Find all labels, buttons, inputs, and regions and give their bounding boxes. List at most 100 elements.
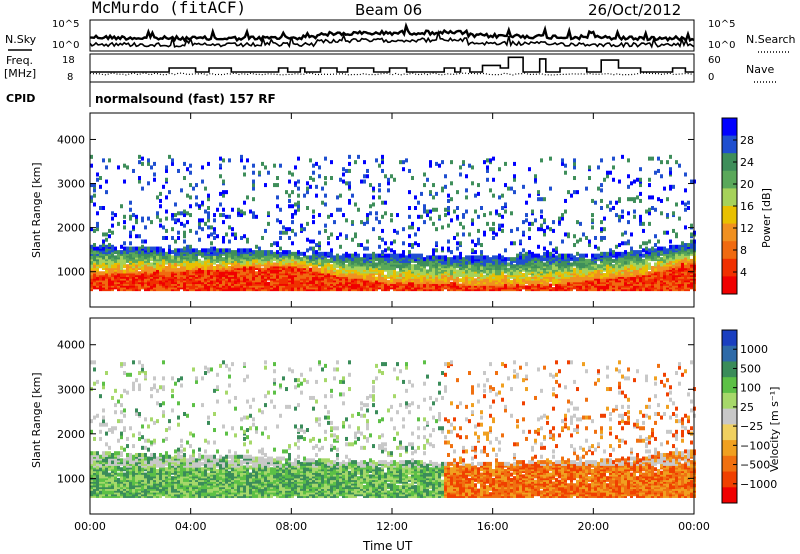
power-cell — [102, 271, 105, 276]
power-cell — [504, 183, 507, 188]
power-cell — [234, 255, 237, 260]
power-cell — [93, 188, 96, 193]
power-cell — [219, 248, 222, 253]
power-cell — [387, 258, 390, 263]
power-cell — [279, 251, 282, 256]
power-cell — [252, 276, 255, 281]
power-cell — [324, 228, 327, 233]
power-cell — [303, 227, 306, 232]
power-cell — [285, 230, 288, 235]
power-cell — [333, 220, 336, 225]
power-cell — [534, 177, 537, 182]
power-cell — [660, 198, 663, 203]
power-cell — [399, 253, 402, 258]
nave-label: Nave — [746, 63, 774, 76]
power-cell — [105, 237, 108, 242]
power-cell — [486, 158, 489, 163]
power-cell — [258, 170, 261, 175]
power-cell — [552, 220, 555, 225]
power-cell — [675, 202, 678, 207]
power-cell — [609, 207, 612, 212]
power-cell — [234, 274, 237, 279]
power-cell — [681, 200, 684, 205]
power-cell — [144, 239, 147, 244]
power-cell — [501, 271, 504, 276]
power-cell — [294, 232, 297, 237]
power-cell — [432, 195, 435, 200]
power-cell — [303, 257, 306, 262]
power-cell — [171, 216, 174, 221]
power-cell — [285, 280, 288, 285]
power-cell — [129, 200, 132, 205]
power-cell — [387, 264, 390, 269]
power-cell — [633, 214, 636, 219]
power-cell — [240, 213, 243, 218]
power-cell — [402, 241, 405, 246]
power-cell — [669, 265, 672, 270]
velocity-cell — [120, 435, 123, 440]
power-cell — [237, 211, 240, 216]
power-cell — [429, 163, 432, 168]
power-cell — [372, 227, 375, 232]
power-cell — [303, 260, 306, 265]
power-cell — [573, 243, 576, 248]
power-cell — [600, 206, 603, 210]
power-cell — [168, 154, 171, 159]
power-cell — [432, 251, 435, 256]
power-cell — [582, 257, 585, 262]
power-cell — [351, 253, 354, 258]
power-cell — [387, 177, 390, 182]
power-cell — [147, 181, 150, 186]
power-cell — [276, 253, 279, 258]
power-cell — [543, 251, 546, 256]
power-cell — [312, 170, 315, 175]
power-cell — [492, 230, 495, 235]
power-cell — [171, 213, 174, 218]
power-cell — [504, 274, 507, 279]
power-cell — [336, 269, 339, 274]
power-cell — [435, 241, 438, 246]
power-cell — [366, 216, 369, 221]
power-cell — [648, 278, 651, 283]
velocity-cell — [117, 465, 120, 470]
power-cell — [546, 253, 549, 258]
power-cell — [270, 265, 273, 270]
power-cell — [492, 156, 495, 161]
power-cell — [678, 216, 681, 221]
power-cell — [141, 186, 144, 191]
power-cell — [483, 160, 486, 165]
power-cell — [207, 218, 210, 223]
power-cell — [123, 246, 126, 251]
power-cell — [366, 168, 369, 173]
power-cell — [555, 250, 558, 255]
power-cell — [588, 165, 591, 170]
power-cell — [465, 280, 468, 285]
power-cell — [375, 267, 378, 272]
power-cell — [279, 287, 282, 292]
power-cell — [96, 172, 99, 177]
power-cell — [456, 246, 459, 251]
power-cell — [126, 258, 129, 263]
power-cell — [246, 237, 249, 242]
velocity-cell — [114, 458, 117, 463]
power-cell — [474, 267, 477, 272]
noise-left-tick-high: 10^5 — [52, 19, 79, 30]
power-cell — [591, 218, 594, 223]
colorbar-swatch — [722, 241, 737, 260]
power-cell — [648, 177, 651, 182]
power-cell — [165, 235, 168, 240]
power-cell — [324, 176, 327, 181]
power-cell — [153, 177, 156, 182]
velocity-cell — [120, 403, 123, 408]
power-cell — [357, 207, 360, 212]
power-cell — [276, 241, 279, 246]
power-cell — [672, 211, 675, 216]
power-cell — [180, 248, 183, 253]
power-cell — [282, 230, 285, 235]
power-cell — [354, 232, 357, 237]
power-cell — [180, 255, 183, 260]
power-cell — [213, 227, 216, 232]
power-cell — [426, 209, 429, 214]
power-cell — [540, 197, 543, 202]
power-cell — [588, 243, 591, 248]
